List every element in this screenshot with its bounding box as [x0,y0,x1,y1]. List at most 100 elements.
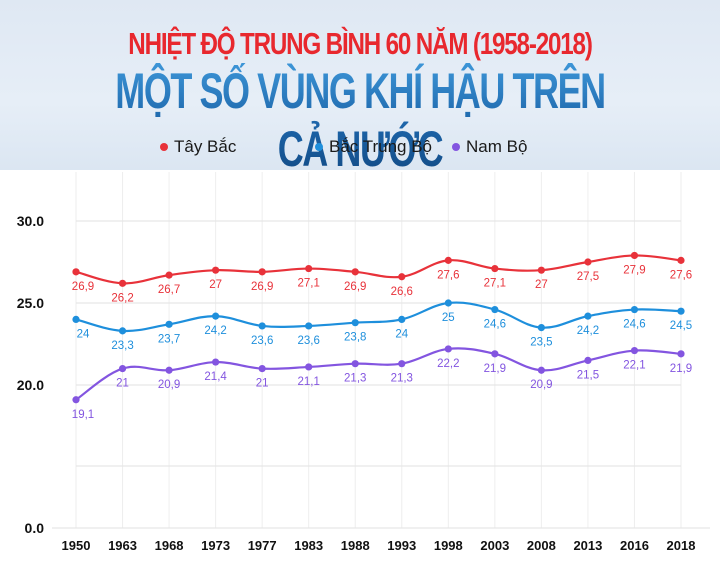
data-label: 22,1 [623,360,645,372]
data-point [212,358,220,366]
legend-dot-icon [315,143,323,151]
data-point [165,271,173,279]
chart-header: NHIỆT ĐỘ TRUNG BÌNH 60 NĂM (1958-2018) M… [0,0,720,177]
data-point [677,350,685,358]
x-tick-label: 1983 [294,538,323,553]
legend-item-bac-trung-bo: Bắc Trung Bộ [315,137,432,157]
data-label: 21,3 [391,373,413,385]
series-line [75,254,682,285]
data-point [118,327,127,335]
data-label: 24 [77,328,90,340]
data-label: 20,9 [530,379,552,391]
x-tick-label: 2016 [620,538,649,553]
legend-dot-icon [452,143,460,151]
data-label: 26,9 [344,281,366,293]
x-tick-label: 1993 [387,538,416,553]
data-label: 27,5 [577,271,599,283]
data-point [305,264,313,273]
data-label: 21,5 [577,369,599,381]
data-point [630,346,639,355]
data-point [491,305,499,314]
x-tick-label: 1968 [155,538,184,553]
data-point [491,350,499,358]
legend-item-tay-bac: Tây Bắc [160,137,236,157]
data-label: 22,2 [437,358,459,370]
x-tick-label: 1950 [62,538,91,553]
data-label: 27 [209,279,222,291]
y-tick-label: 25.0 [17,295,44,311]
data-label: 23,6 [297,335,319,347]
data-point [258,322,266,330]
data-label: 21 [116,378,129,390]
data-label: 23,8 [344,332,366,344]
data-point [537,266,545,274]
line-chart: 30.0 25.0 20.0 0.0 1950 1963 1968 1973 1977 1983 1… [0,170,720,576]
data-point [398,273,406,281]
data-label: 24,5 [670,320,692,332]
data-label: 21,1 [297,376,319,388]
y-tick-label: 0.0 [25,520,45,536]
data-point [444,345,452,353]
data-label: 25 [442,312,455,324]
data-point [351,360,359,368]
data-label: 21 [256,378,269,390]
data-label: 26,7 [158,284,180,296]
data-point [165,320,173,328]
y-tick-label: 30.0 [17,213,44,229]
chart-plot-area: 30.0 25.0 20.0 0.0 1950 1963 1968 1973 1977 1983 1… [17,172,710,553]
legend-label: Tây Bắc [174,137,237,156]
data-point [584,356,592,364]
data-label: 27,1 [484,278,506,290]
data-label: 27,9 [623,264,645,276]
data-point [212,266,220,274]
data-label: 21,9 [484,363,506,375]
series-line [75,301,682,333]
data-label: 27,6 [670,269,692,281]
series-line [75,347,682,401]
data-point [630,251,639,260]
data-label: 27,1 [297,278,319,290]
data-point [72,268,80,276]
data-point [444,299,452,307]
data-label: 26,9 [72,281,94,293]
data-point [305,322,313,330]
data-point [212,312,220,320]
chart-subtitle: MỘT SỐ VÙNG KHÍ HẬU TRÊN CẢ NƯỚC [101,62,619,178]
data-label: 23,3 [111,340,133,352]
data-point [398,315,406,323]
data-point [398,360,406,368]
x-tick-label: 1963 [108,538,137,553]
data-point [491,264,499,273]
x-tick-label: 1988 [341,538,370,553]
data-point [677,307,685,315]
data-point [118,279,127,287]
data-label: 23,5 [530,337,552,349]
data-label: 24,2 [577,325,599,337]
chart-title: NHIỆT ĐỘ TRUNG BÌNH 60 NĂM (1958-2018) [128,26,593,61]
data-point [72,315,80,323]
data-label: 23,6 [251,335,273,347]
data-point [258,365,266,373]
data-point [72,396,80,404]
data-point [258,268,266,276]
x-tick-label: 2003 [480,538,509,553]
data-point [351,268,359,276]
x-tick-label: 1998 [434,538,463,553]
legend-dot-icon [160,143,168,151]
data-label: 20,9 [158,379,180,391]
data-point [444,256,452,264]
data-label: 24,2 [204,325,226,337]
data-point [677,256,685,264]
data-label: 23,7 [158,333,180,345]
data-label: 24,6 [484,319,506,331]
legend-item-nam-bo: Nam Bộ [452,137,527,157]
x-tick-label: 2018 [667,538,696,553]
data-point [165,366,173,374]
data-label: 19,1 [72,409,94,421]
data-point [537,366,545,374]
data-label: 27,6 [437,269,459,281]
legend-label: Bắc Trung Bộ [329,137,433,156]
data-label: 26,9 [251,281,273,293]
y-tick-label: 20.0 [17,377,44,393]
data-point [305,363,313,371]
